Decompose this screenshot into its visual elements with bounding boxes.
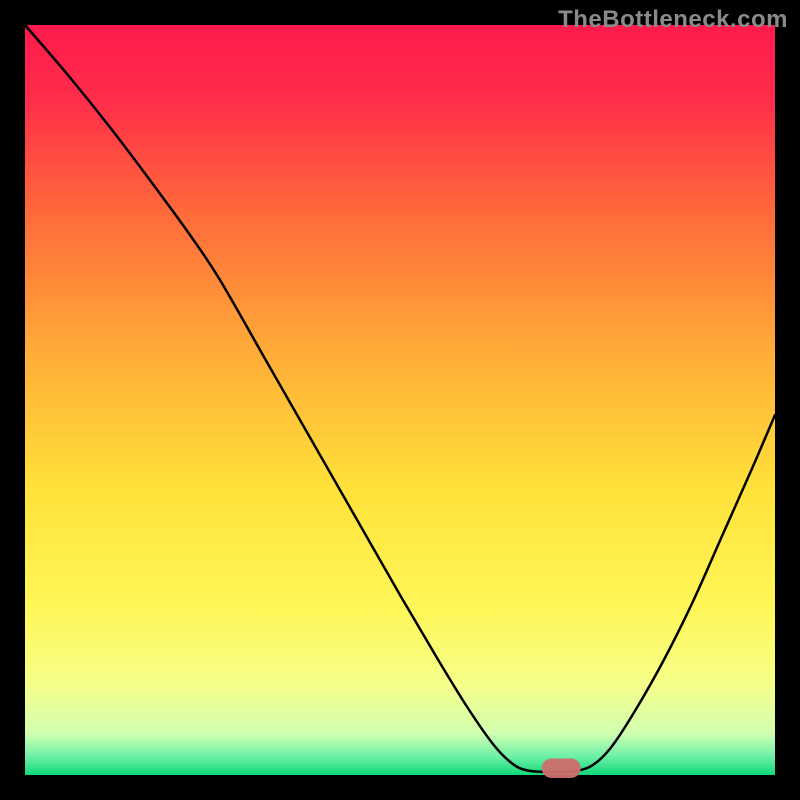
optimum-marker (542, 759, 581, 779)
bottleneck-chart (0, 0, 800, 800)
chart-frame: TheBottleneck.com (0, 0, 800, 800)
watermark-text: TheBottleneck.com (558, 6, 788, 34)
